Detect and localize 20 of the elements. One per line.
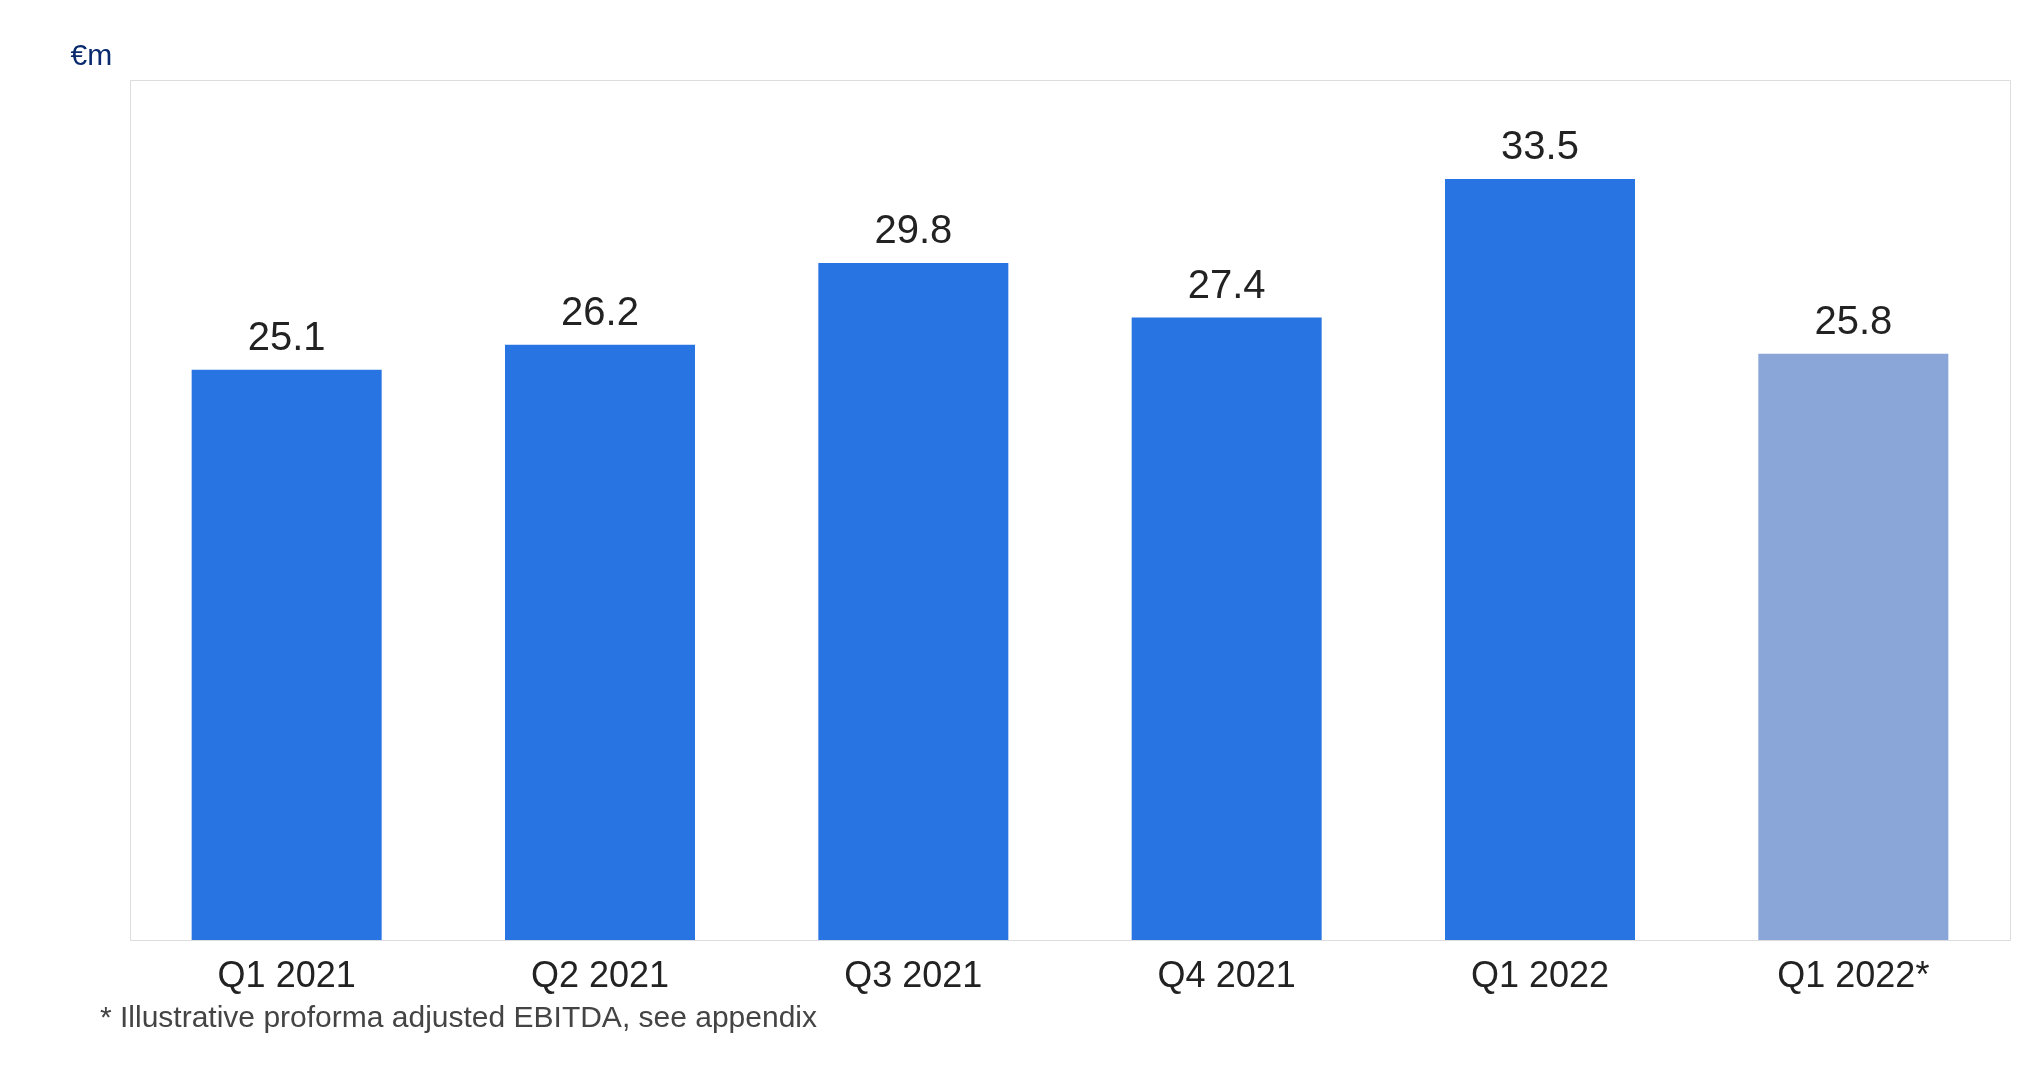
data-label: 25.1	[247, 313, 326, 358]
bar	[1758, 353, 1949, 940]
data-label: 25.8	[1814, 297, 1893, 342]
x-tick-label: Q3 2021	[844, 953, 983, 995]
text: * Illustrative proforma adjusted EBITDA, see appendix	[100, 1000, 818, 1033]
x-tick-label: Q2 2021	[530, 953, 670, 995]
data-label: 29.8	[874, 207, 953, 251]
x-tick-label: Q4 2021	[1157, 953, 1296, 995]
bar	[505, 344, 695, 940]
x-tick-label: Q1 2022*	[1777, 953, 1930, 995]
data-label: 26.2	[561, 288, 639, 333]
bar	[818, 263, 1009, 940]
x-tick-label: Q1 2021	[217, 953, 356, 995]
x-tick-label: Q1 2022	[1470, 953, 1610, 995]
bar	[1445, 178, 1635, 940]
y-axis-title: €m	[70, 37, 113, 71]
data-label: 27.4	[1187, 261, 1266, 306]
data-label: 33.5	[1501, 122, 1579, 167]
bar	[191, 369, 382, 940]
bar	[1131, 317, 1322, 940]
